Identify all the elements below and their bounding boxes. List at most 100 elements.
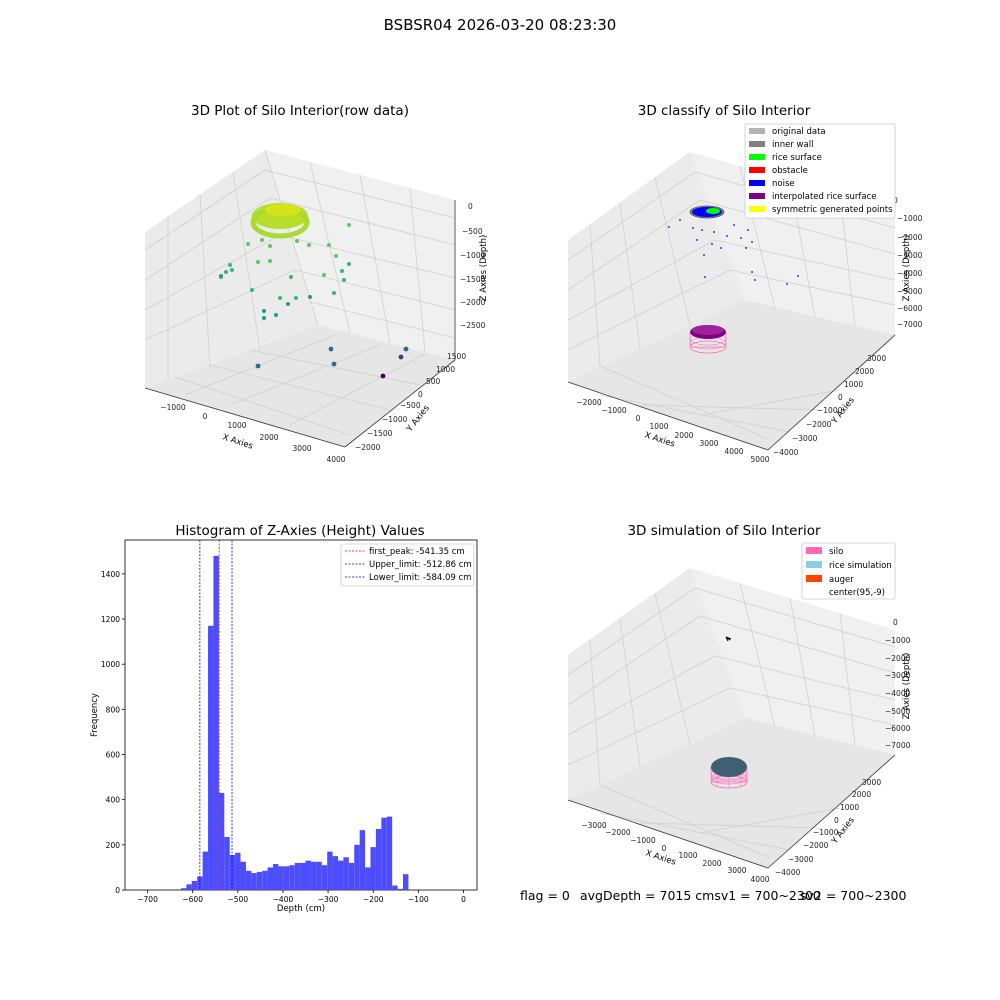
s4-ytick: 3000 xyxy=(862,778,881,787)
s1-xtick: 2000 xyxy=(259,433,278,442)
s1-point xyxy=(340,269,344,273)
s1-zlabel: Z Axies (Depth) xyxy=(479,235,489,302)
legend-upper-limit: Upper_limit: -512.86 cm xyxy=(369,560,472,570)
histogram-bar xyxy=(186,884,192,890)
histogram-bar xyxy=(191,880,198,890)
s1-point xyxy=(334,254,338,258)
histogram-ytick-label: 200 xyxy=(106,841,121,850)
subplot4-objects xyxy=(710,636,748,789)
s1-point xyxy=(294,296,298,300)
legend-rice-simulation: rice simulation xyxy=(829,561,892,571)
s1-ytick: 0 xyxy=(418,390,423,399)
s2-noise-point xyxy=(740,237,742,239)
subplot2-xticks: −2000 −1000 0 1000 2000 3000 4000 5000 xyxy=(576,398,769,464)
s4-xtick: 4000 xyxy=(750,875,769,884)
s4-ytick: −1000 xyxy=(813,828,839,837)
histogram-bar xyxy=(310,861,317,890)
s1-ztick: −2000 xyxy=(460,298,486,307)
s1-ytick: −2000 xyxy=(355,443,381,452)
histogram-bar xyxy=(359,830,366,890)
histogram-legend: first_peak: -541.35 cm Upper_limit: -512… xyxy=(340,543,475,587)
s4-ztick: −6000 xyxy=(885,724,911,733)
legend-auger: auger xyxy=(829,575,854,585)
histogram-bar xyxy=(392,885,398,890)
s2-noise-point xyxy=(713,231,715,233)
s2-ytick: 1000 xyxy=(844,380,863,389)
s1-point xyxy=(347,223,351,227)
histogram-ytick-label: 800 xyxy=(106,705,121,714)
s2-noise-point xyxy=(751,241,753,243)
subplot4-xticks: −3000 −2000 −1000 0 1000 2000 3000 4000 xyxy=(581,821,769,884)
s2-noise-point xyxy=(696,239,698,241)
s1-point xyxy=(268,244,272,248)
s4-xtick: 2000 xyxy=(702,859,721,868)
figure-title: BSBSR04 2026-03-20 08:23:30 xyxy=(383,16,617,34)
histogram-bar xyxy=(327,851,333,890)
s4-ztick: −1000 xyxy=(885,636,911,645)
subplot2-zticks: 0 −1000 −2000 −3000 −4000 −5000 −6000 −7… xyxy=(893,196,923,329)
s1-xtick: 3000 xyxy=(292,444,311,453)
histogram-ylabel: Frequency xyxy=(90,693,100,737)
s1-ztick: −2500 xyxy=(460,321,486,330)
s2-noise-point xyxy=(701,229,703,231)
histogram-xlabel: Depth (cm) xyxy=(277,904,325,914)
s4-zlabel: Z Axies (Depth) xyxy=(902,653,912,720)
histogram-bar xyxy=(240,861,246,890)
legend-swatch-noise xyxy=(749,180,765,186)
histogram-bar xyxy=(278,866,284,890)
s2-xtick: −1000 xyxy=(601,406,627,415)
s4-ztick: 0 xyxy=(893,618,898,627)
s4-auger-marker xyxy=(725,636,732,642)
histogram-bar xyxy=(245,870,252,890)
histogram-bar xyxy=(375,829,382,890)
s2-xtick: 4000 xyxy=(724,447,743,456)
legend-swatch-interpolated xyxy=(749,193,765,199)
s4-ztick: −7000 xyxy=(885,741,911,750)
s1-ytick: −500 xyxy=(400,401,421,410)
s2-noise-point xyxy=(679,219,681,221)
histogram-bar xyxy=(386,816,393,890)
s2-xlabel: X Axies xyxy=(643,430,676,449)
s1-ztick: 0 xyxy=(468,202,473,211)
s2-ztick: 0 xyxy=(893,196,898,205)
s1-point xyxy=(219,274,223,278)
subplot2-yticks: −4000 −3000 −2000 −1000 0 1000 2000 3000 xyxy=(773,354,886,457)
s4-xtick: −3000 xyxy=(581,821,607,830)
s4-ytick: 2000 xyxy=(852,790,871,799)
s1-point xyxy=(328,346,334,352)
histogram-bar xyxy=(402,874,409,890)
legend-lower-limit: Lower_limit: -584.09 cm xyxy=(369,573,471,583)
histogram-xticks: −700 −600 −500 −400 −300 −200 −100 0 xyxy=(137,890,466,904)
s1-point xyxy=(398,354,404,360)
subplot1-xticks: −1000 0 1000 2000 3000 4000 xyxy=(160,403,345,464)
histogram-bar xyxy=(338,860,344,890)
s2-noise-point xyxy=(797,275,799,277)
histogram-xtick-label: −500 xyxy=(228,895,249,904)
s1-surface-top xyxy=(265,204,301,216)
s2-ztick: −2000 xyxy=(897,233,923,242)
histogram-bar xyxy=(273,864,279,890)
s1-point xyxy=(224,270,228,274)
s1-point xyxy=(295,239,299,243)
s1-point xyxy=(250,288,254,292)
histogram-bar xyxy=(381,817,387,890)
histogram-bar xyxy=(208,625,214,890)
histogram-bar xyxy=(316,861,322,890)
s1-point xyxy=(289,275,293,279)
s4-ytick: 0 xyxy=(834,816,839,825)
legend-swatch-original-data xyxy=(749,128,765,134)
s1-point xyxy=(286,302,290,306)
s2-ytick: 2000 xyxy=(855,367,874,376)
s1-xtick: 0 xyxy=(203,412,208,421)
legend-symmetric-points: symmetric generated points xyxy=(772,205,893,215)
s2-ytick: −3000 xyxy=(792,434,818,443)
s1-point xyxy=(308,295,312,299)
histogram-bar xyxy=(348,862,355,890)
histogram-yticks: 0 200 400 600 800 1000 1200 1400 xyxy=(101,570,125,895)
legend-swatch-symmetric xyxy=(749,206,765,212)
s1-point xyxy=(342,278,346,282)
s4-ytick: −4000 xyxy=(775,868,801,877)
s4-xtick: −1000 xyxy=(630,836,656,845)
status-sv2: sv2 = 700~2300 xyxy=(800,888,907,903)
s1-point xyxy=(260,238,264,242)
